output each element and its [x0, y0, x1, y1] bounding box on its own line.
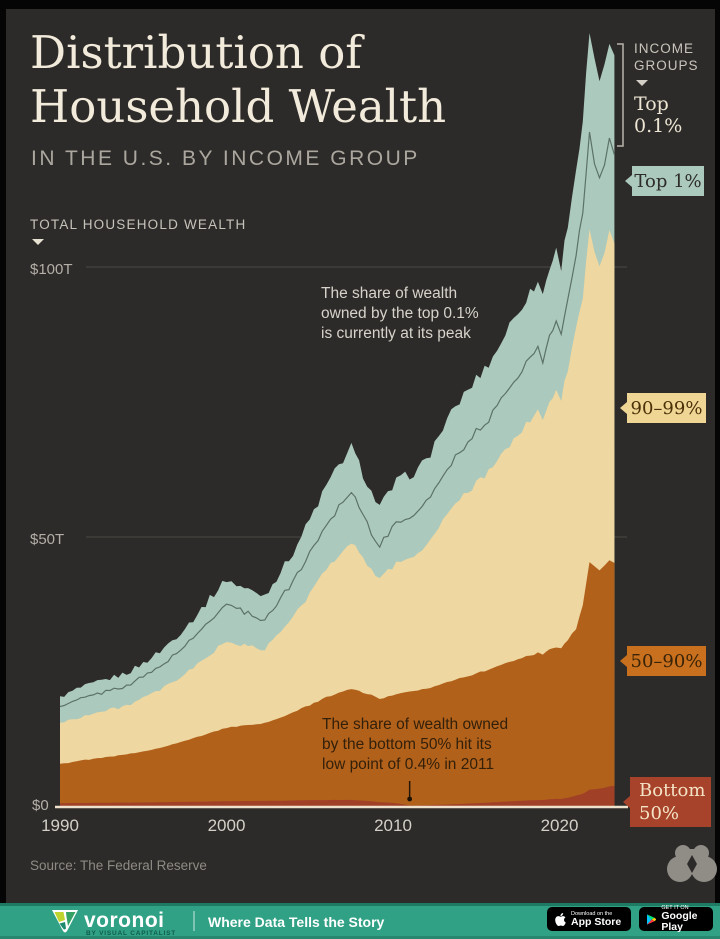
x-tick-2010: 2010	[374, 816, 412, 835]
app-store-badge[interactable]: Download on the App Store	[547, 907, 631, 931]
footer-bar: voronoi BY VISUAL CAPITALIST Where Data …	[0, 903, 720, 939]
google-play-badge-top: GET IT ON	[661, 905, 689, 911]
legend-label-top-01: Top 0.1%	[634, 93, 683, 137]
google-play-icon	[647, 913, 657, 925]
voronoi-byline: BY VISUAL CAPITALIST	[86, 930, 177, 937]
y-tick-50t: $50T	[30, 531, 65, 548]
app-store-badge-top: Download on the	[571, 910, 613, 917]
apple-icon	[555, 912, 566, 926]
source-credit: Source: The Federal Reserve	[30, 858, 207, 873]
y-tick-100t: $100T	[30, 261, 73, 278]
page-subtitle: IN THE U.S. BY INCOME GROUP	[31, 147, 420, 170]
legend-box-50-90: 50–90%	[620, 646, 706, 676]
footer-divider	[193, 911, 195, 931]
legend-heading: INCOME GROUPS	[634, 41, 699, 73]
google-play-badge[interactable]: GET IT ON Google Play	[639, 905, 713, 933]
x-tick-2000: 2000	[207, 816, 246, 835]
legend-box-top-1: Top 1%	[625, 166, 704, 196]
app-store-badge-main: App Store	[571, 915, 622, 928]
x-tick-2020: 2020	[540, 816, 579, 835]
page-title: Distribution of Household Wealth	[30, 26, 446, 134]
legend-box-90-99: 90–99%	[620, 393, 706, 423]
title-line-1: Distribution of	[30, 26, 362, 79]
annotation-top-01-peak: The share of wealth owned by the top 0.1…	[321, 285, 479, 342]
app-store-badge-text: Download on the App Store	[571, 911, 621, 928]
legend-box-bottom-50: Bottom 50%	[623, 777, 711, 827]
y-tick-0: $0	[32, 797, 49, 814]
chevron-down-icon	[636, 80, 648, 86]
google-play-badge-main: Google Play	[661, 910, 698, 933]
google-play-badge-text: GET IT ON Google Play	[661, 905, 705, 933]
title-line-2: Household Wealth	[30, 80, 447, 133]
annotation-bottom-50-low: The share of wealth owned by the bottom …	[322, 716, 509, 773]
chevron-down-icon	[32, 239, 44, 245]
x-tick-1990: 1990	[41, 816, 79, 835]
y-axis-unit-label: TOTAL HOUSEHOLD WEALTH	[30, 217, 247, 232]
footer-tagline: Where Data Tells the Story	[208, 914, 385, 930]
binoculars-logo-icon	[667, 845, 717, 882]
voronoi-logo-icon	[52, 910, 78, 933]
voronoi-wordmark: voronoi	[84, 909, 165, 932]
